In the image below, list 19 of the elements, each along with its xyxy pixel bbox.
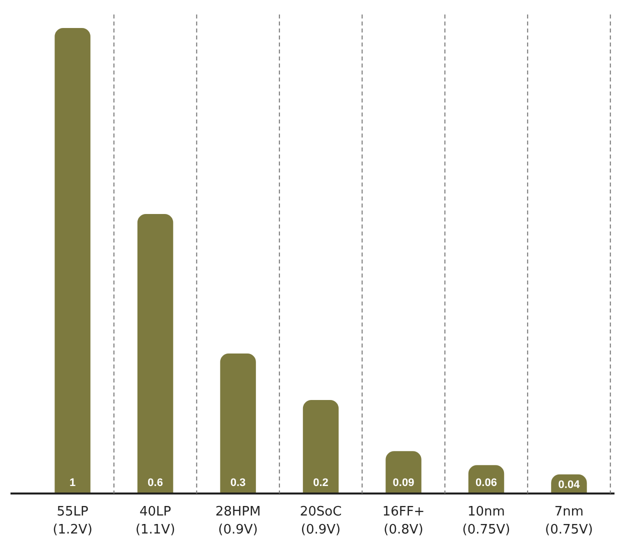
x-tick-label: 40LP (1.1V) xyxy=(135,504,176,538)
x-tick-label: 10nm (0.75V) xyxy=(462,504,510,538)
data-label: 0.6 xyxy=(148,476,163,489)
x-tick-label: 16FF+ (0.8V) xyxy=(382,504,425,538)
bar xyxy=(137,214,174,494)
data-label: 0.09 xyxy=(392,476,414,489)
data-label: 0.06 xyxy=(476,476,497,489)
x-tick-label: 55LP (1.2V) xyxy=(52,504,92,538)
x-tick-label: 28HPM (0.9V) xyxy=(215,504,261,538)
data-label: 1 xyxy=(69,476,76,489)
bar xyxy=(220,353,256,494)
data-label: 0.3 xyxy=(230,476,246,489)
bar xyxy=(54,28,90,494)
data-label: 0.2 xyxy=(313,476,328,489)
bar xyxy=(302,400,339,494)
data-label: 0.04 xyxy=(558,479,581,492)
x-tick-label: 20SoC (0.9V) xyxy=(300,504,342,538)
bar xyxy=(386,451,422,494)
x-tick-label: 7nm (0.75V) xyxy=(545,504,593,538)
